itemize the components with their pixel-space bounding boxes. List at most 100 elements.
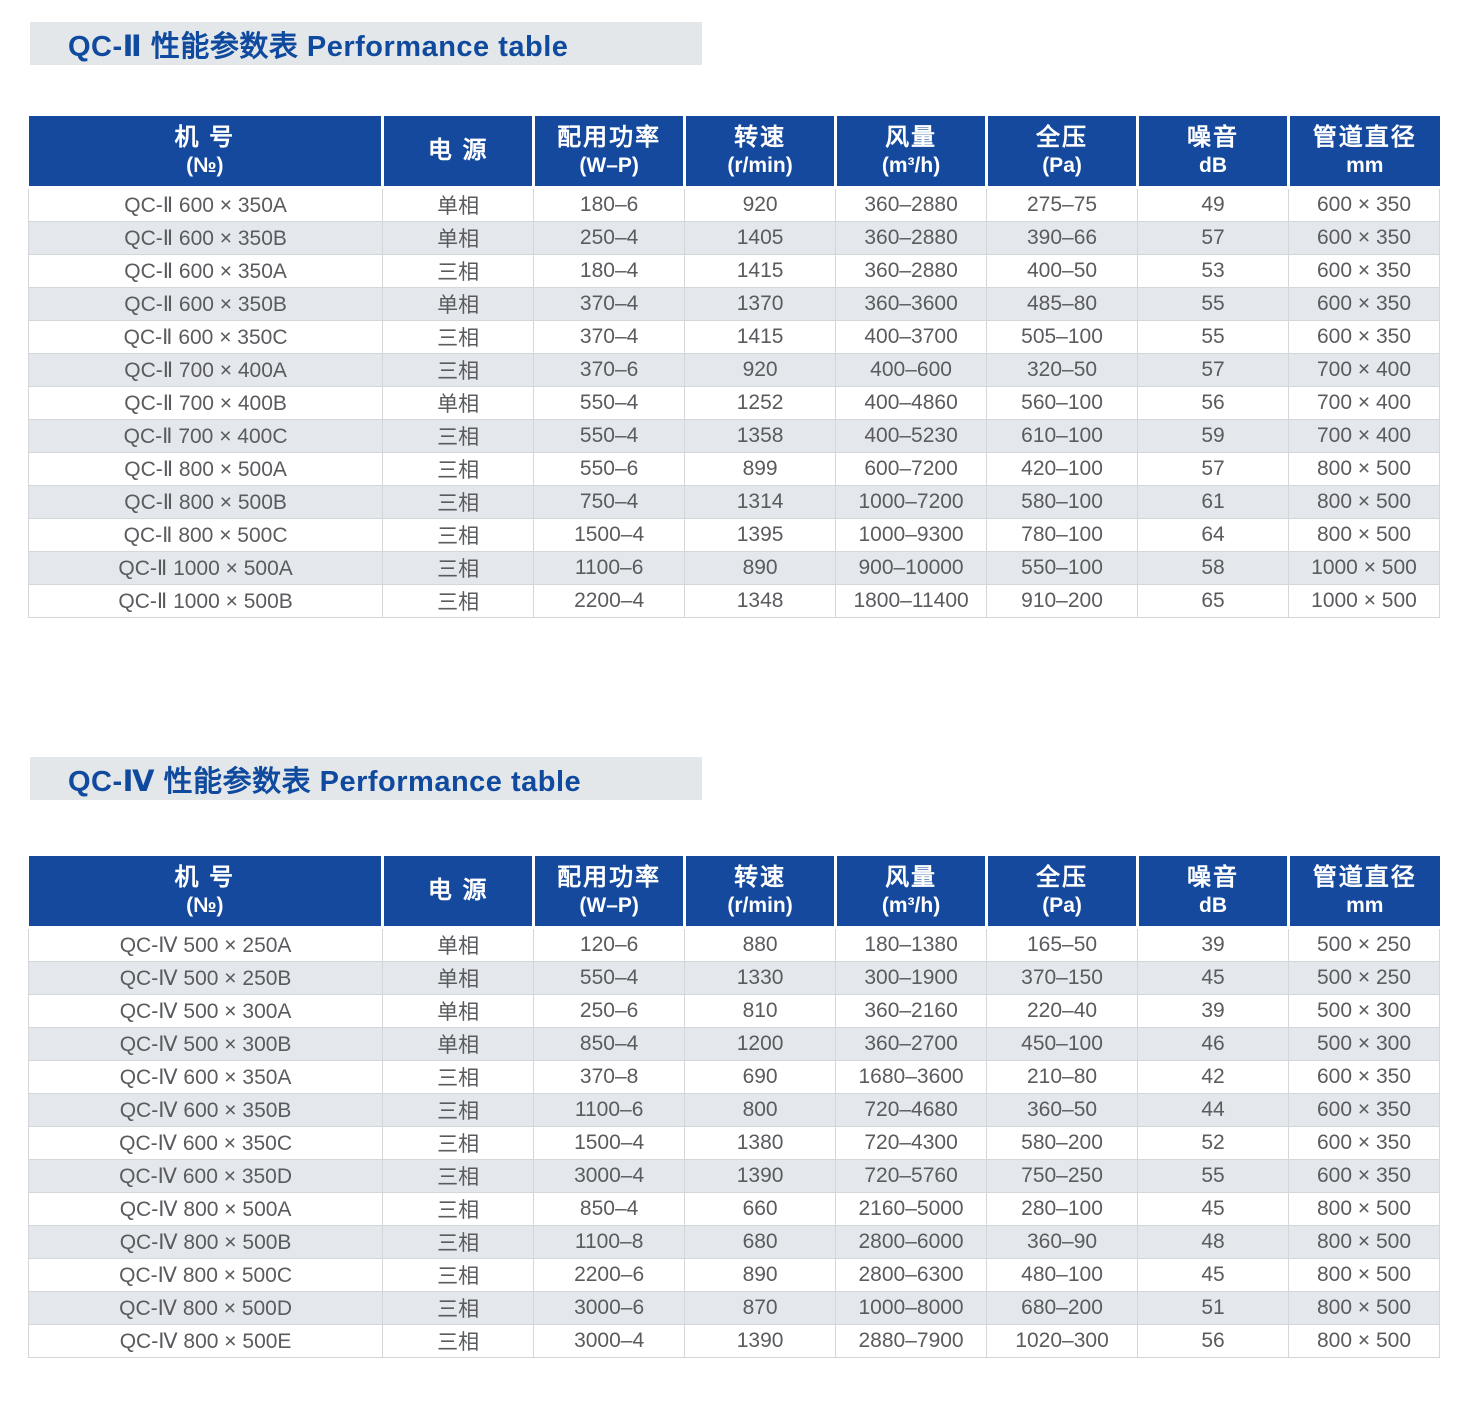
table-row: QC-Ⅱ 600 × 350B 单相 250–4 1405 360–2880 390–66… <box>27 221 1441 255</box>
column-header-main: 全压 <box>1036 864 1089 891</box>
table-cell: 220–40 <box>986 994 1139 1028</box>
table-cell: 550–4 <box>533 961 686 995</box>
table-cell: QC-Ⅳ 600 × 350A <box>27 1060 384 1094</box>
table-cell: 580–100 <box>986 485 1139 519</box>
table-cell: 370–8 <box>533 1060 686 1094</box>
table-cell: QC-Ⅳ 500 × 300A <box>27 994 384 1028</box>
table-cell: QC-Ⅱ 700 × 400C <box>27 419 384 453</box>
column-header-sub: (№) <box>186 894 224 917</box>
table-cell: QC-Ⅱ 700 × 400B <box>27 386 384 420</box>
table-cell: 1000 × 500 <box>1287 551 1441 585</box>
column-header-sub: (r/min) <box>727 894 793 917</box>
table-cell: 750–4 <box>533 485 686 519</box>
column-header-main: 全压 <box>1036 124 1089 151</box>
table-row: QC-Ⅳ 600 × 350A 三相 370–8 690 1680–3600 210–80… <box>27 1060 1441 1094</box>
column-header-main: 风量 <box>885 864 938 891</box>
column-header-sub: (m³/h) <box>881 154 941 177</box>
table-cell: QC-Ⅱ 600 × 350B <box>27 221 384 255</box>
table-cell: 三相 <box>382 1093 535 1127</box>
column-header-main: 机 号 <box>174 864 236 891</box>
table-cell: 57 <box>1137 221 1289 255</box>
table-cell: 400–4860 <box>835 386 988 420</box>
table-cell: 210–80 <box>986 1060 1139 1094</box>
table-cell: 1390 <box>684 1159 837 1193</box>
table-cell: 800 <box>684 1093 837 1127</box>
column-header-main: 转速 <box>734 124 787 151</box>
table-cell: 360–2160 <box>835 994 988 1028</box>
table-cell: 58 <box>1137 551 1289 585</box>
table-cell: QC-Ⅱ 600 × 350A <box>27 187 384 222</box>
table-cell: 800 × 500 <box>1287 1225 1441 1259</box>
table-cell: 600 × 350 <box>1287 320 1441 354</box>
table-cell: 56 <box>1137 1324 1289 1358</box>
table-cell: 三相 <box>382 254 535 288</box>
table-cell: 600–7200 <box>835 452 988 486</box>
table-cell: 1348 <box>684 584 837 618</box>
table-row: QC-Ⅳ 800 × 500A 三相 850–4 660 2160–5000 280–10… <box>27 1192 1441 1226</box>
table-row: QC-Ⅳ 800 × 500E 三相 3000–4 1390 2880–7900 1020… <box>27 1324 1441 1358</box>
table-cell: 485–80 <box>986 287 1139 321</box>
table-cell: 三相 <box>382 1225 535 1259</box>
table-cell: 890 <box>684 1258 837 1292</box>
table-cell: 三相 <box>382 1126 535 1160</box>
table-cell: QC-Ⅳ 600 × 350B <box>27 1093 384 1127</box>
section-title-bar-qc2: QC-Ⅱ 性能参数表 Performance table <box>30 22 702 65</box>
table-cell: 2160–5000 <box>835 1192 988 1226</box>
table-cell: 450–100 <box>986 1027 1139 1061</box>
table-cell: 57 <box>1137 353 1289 387</box>
table-cell: 2200–4 <box>533 584 686 618</box>
table-cell: QC-Ⅳ 800 × 500D <box>27 1291 384 1325</box>
table-cell: 三相 <box>382 1291 535 1325</box>
column-header-sub: mm <box>1346 894 1384 917</box>
table-cell: 500 × 250 <box>1287 927 1441 962</box>
table-cell: 550–6 <box>533 452 686 486</box>
column-header: 噪音 dB <box>1137 856 1290 929</box>
table-cell: 500 × 300 <box>1287 1027 1441 1061</box>
table-cell: 55 <box>1137 320 1289 354</box>
table-cell: 45 <box>1137 961 1289 995</box>
table-cell: 1314 <box>684 485 837 519</box>
table-cell: 899 <box>684 452 837 486</box>
table-cell: 180–4 <box>533 254 686 288</box>
column-header: 机 号 (№) <box>28 856 385 929</box>
table-cell: 59 <box>1137 419 1289 453</box>
header-row: 机 号 (№) 电 源 配用功率 (W–P) 转速 (r/min) 风量 (m³/h) 全压 (Pa… <box>28 856 1440 929</box>
table-cell: 920 <box>684 187 837 222</box>
table-cell: QC-Ⅳ 800 × 500C <box>27 1258 384 1292</box>
table-cell: 1380 <box>684 1126 837 1160</box>
section-qc4: QC-Ⅳ 性能参数表 Performance table 机 号 (№) 电 源 配用… <box>27 757 1441 1358</box>
column-header-sub: (W–P) <box>579 894 639 917</box>
table-cell: 三相 <box>382 1159 535 1193</box>
table-header: 机 号 (№) 电 源 配用功率 (W–P) 转速 (r/min) 风量 (m³/h) 全压 (Pa… <box>28 116 1440 189</box>
table-cell: 44 <box>1137 1093 1289 1127</box>
table-cell: 900–10000 <box>835 551 988 585</box>
table-cell: 700 × 400 <box>1287 353 1441 387</box>
table-cell: 1000–7200 <box>835 485 988 519</box>
table-row: QC-Ⅳ 600 × 350C 三相 1500–4 1380 720–4300 580–2… <box>27 1126 1441 1160</box>
table-cell: 单相 <box>382 961 535 995</box>
column-header: 转速 (r/min) <box>684 116 838 189</box>
table-cell: 550–4 <box>533 419 686 453</box>
table-cell: 三相 <box>382 320 535 354</box>
table-cell: QC-Ⅱ 800 × 500C <box>27 518 384 552</box>
table-cell: 1020–300 <box>986 1324 1139 1358</box>
table-cell: 500 × 250 <box>1287 961 1441 995</box>
table-cell: 800 × 500 <box>1287 518 1441 552</box>
table-cell: 360–2700 <box>835 1027 988 1061</box>
table-cell: 810 <box>684 994 837 1028</box>
table-cell: 890 <box>684 551 837 585</box>
table-cell: 850–4 <box>533 1027 686 1061</box>
table-cell: 370–4 <box>533 287 686 321</box>
table-cell: 360–2880 <box>835 254 988 288</box>
table-header: 机 号 (№) 电 源 配用功率 (W–P) 转速 (r/min) 风量 (m³/h) 全压 (Pa… <box>28 856 1440 929</box>
table-row: QC-Ⅱ 600 × 350C 三相 370–4 1415 400–3700 505–10… <box>27 320 1441 354</box>
table-cell: 三相 <box>382 518 535 552</box>
table-cell: 1395 <box>684 518 837 552</box>
table-row: QC-Ⅱ 600 × 350A 单相 180–6 920 360–2880 275–75 4… <box>27 187 1441 222</box>
column-header-main: 噪音 <box>1187 864 1239 891</box>
table-cell: 1200 <box>684 1027 837 1061</box>
table-cell: 800 × 500 <box>1287 452 1441 486</box>
column-header-main: 管道直径 <box>1312 124 1417 151</box>
table-cell: QC-Ⅱ 600 × 350C <box>27 320 384 354</box>
